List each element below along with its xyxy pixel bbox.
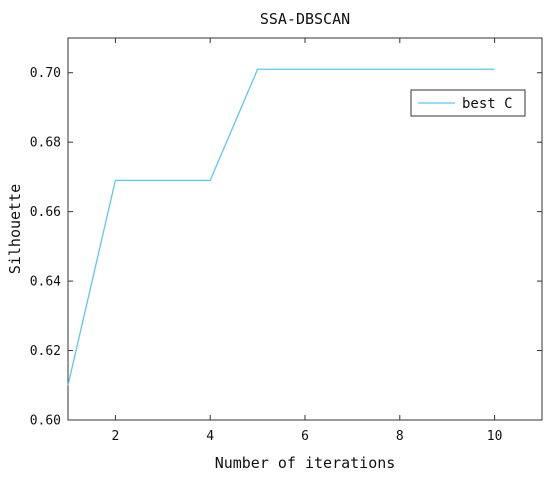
x-axis: 2 4 6 8 10	[111, 38, 502, 444]
y-tick-label: 0.60	[30, 414, 61, 429]
x-tick-label: 4	[206, 429, 214, 444]
y-tick-label: 0.64	[30, 275, 61, 290]
legend-label: best C	[462, 96, 513, 112]
x-tick-label: 10	[487, 429, 503, 444]
chart-title: SSA-DBSCAN	[260, 10, 350, 28]
legend: best C	[410, 89, 526, 117]
x-axis-label: Number of iterations	[215, 454, 396, 472]
x-tick-label: 8	[396, 429, 404, 444]
series-layer	[67, 68, 495, 386]
y-tick-label: 0.68	[30, 136, 61, 151]
y-tick-label: 0.62	[30, 344, 61, 359]
y-tick-label: 0.66	[30, 205, 61, 220]
x-tick-label: 2	[111, 429, 119, 444]
y-tick-label: 0.70	[30, 66, 61, 81]
series-line-best-c	[67, 68, 495, 386]
plot-area: 0.60 0.62 0.64 0.66 0.68 0.70 2 4 6 8 10	[30, 37, 543, 444]
y-axis: 0.60 0.62 0.64 0.66 0.68 0.70	[30, 66, 542, 429]
x-tick-label: 6	[301, 429, 309, 444]
y-axis-label: Silhouette	[6, 184, 24, 274]
